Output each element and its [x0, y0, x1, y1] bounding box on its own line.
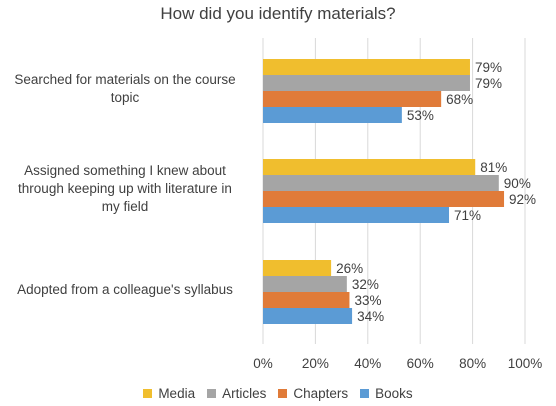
- data-label: 90%: [504, 176, 531, 191]
- legend-swatch: [360, 389, 370, 398]
- bar: [263, 191, 505, 207]
- data-label: 79%: [475, 60, 502, 75]
- legend-item: Books: [360, 386, 413, 401]
- bar: [263, 292, 350, 308]
- category-label-line: my field: [101, 199, 149, 214]
- category-label: Searched for materials on the course topi…: [0, 71, 250, 107]
- x-tick-label: 20%: [302, 356, 329, 371]
- category-label-line: Assigned something I knew about: [24, 163, 226, 178]
- legend-swatch: [278, 389, 288, 398]
- data-label: 53%: [407, 108, 434, 123]
- x-tick-label: 40%: [354, 356, 381, 371]
- category-label-line: Searched for materials on the course: [14, 72, 236, 87]
- category-label-line: topic: [110, 90, 140, 105]
- bar: [263, 207, 450, 223]
- legend-label: Articles: [222, 386, 267, 401]
- category-label-line: Adopted from a colleague's syllabus: [17, 282, 233, 297]
- bar: [263, 260, 332, 276]
- data-label: 32%: [352, 277, 379, 292]
- bar: [263, 276, 347, 292]
- data-label: 81%: [480, 160, 507, 175]
- legend-item: Chapters: [278, 386, 348, 401]
- data-label: 33%: [354, 293, 381, 308]
- bar: [263, 159, 476, 175]
- category-label-line: through keeping up with literature in: [18, 181, 232, 196]
- chart-title: How did you identify materials?: [160, 4, 396, 23]
- bar: [263, 107, 402, 123]
- legend-swatch: [143, 389, 153, 398]
- bar: [263, 75, 470, 91]
- bar: [263, 59, 470, 75]
- bar: [263, 91, 442, 107]
- x-tick-label: 100%: [508, 356, 543, 371]
- legend-label: Books: [375, 386, 413, 401]
- data-label: 71%: [454, 208, 481, 223]
- data-label: 79%: [475, 76, 502, 91]
- category-label: Assigned something I knew about through k…: [0, 162, 250, 216]
- category-label: Adopted from a colleague's syllabus: [0, 281, 250, 299]
- data-label: 26%: [336, 261, 363, 276]
- data-label: 34%: [357, 309, 384, 324]
- data-label: 68%: [446, 92, 473, 107]
- legend-item: Media: [143, 386, 195, 401]
- legend: Media Articles Chapters Books: [0, 386, 556, 401]
- legend-label: Media: [158, 386, 196, 401]
- data-label: 92%: [509, 192, 536, 207]
- bar: [263, 175, 499, 191]
- x-tick-label: 0%: [253, 356, 273, 371]
- legend-label: Chapters: [293, 386, 349, 401]
- legend-item: Articles: [207, 386, 266, 401]
- x-tick-label: 80%: [459, 356, 486, 371]
- legend-swatch: [207, 389, 217, 398]
- x-tick-label: 60%: [407, 356, 434, 371]
- bar: [263, 308, 353, 324]
